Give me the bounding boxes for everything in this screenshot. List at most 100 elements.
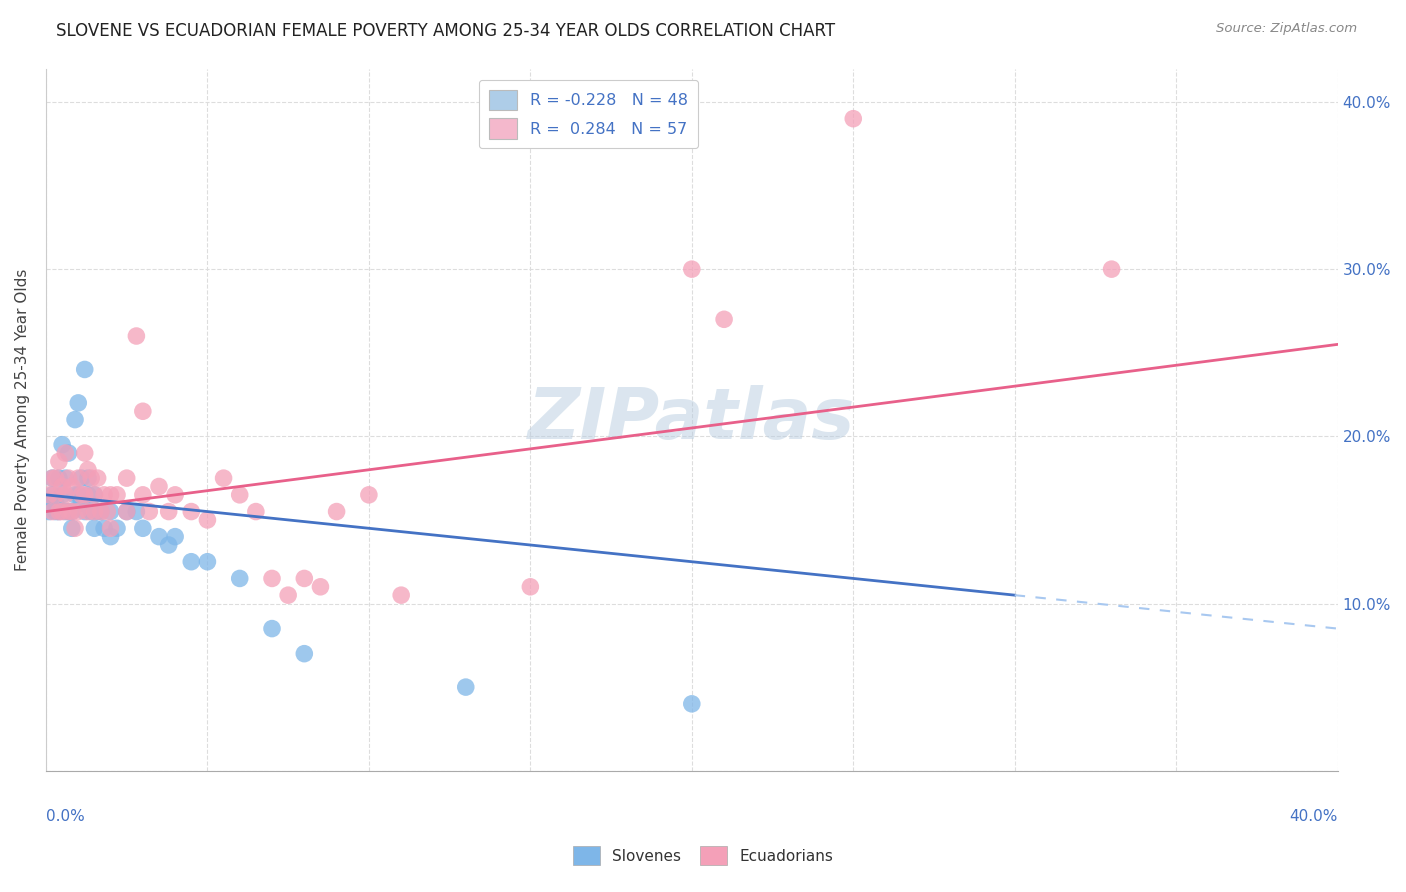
- Point: [53, 505, 76, 519]
- Point: [132, 488, 155, 502]
- Point: [309, 580, 332, 594]
- Point: [60, 479, 83, 493]
- Point: [86, 471, 108, 485]
- Point: [60, 521, 83, 535]
- Text: ZIPatlas: ZIPatlas: [529, 385, 855, 454]
- Point: [53, 471, 76, 485]
- Text: SLOVENE VS ECUADORIAN FEMALE POVERTY AMONG 25-34 YEAR OLDS CORRELATION CHART: SLOVENE VS ECUADORIAN FEMALE POVERTY AMO…: [56, 22, 835, 40]
- Text: 0.0%: 0.0%: [46, 809, 84, 824]
- Point: [713, 312, 735, 326]
- Point: [1101, 262, 1123, 277]
- Point: [125, 505, 148, 519]
- Point: [842, 112, 865, 126]
- Point: [67, 505, 90, 519]
- Point: [67, 488, 90, 502]
- Point: [83, 521, 105, 535]
- Point: [73, 488, 96, 502]
- Point: [80, 471, 103, 485]
- Point: [197, 555, 219, 569]
- Point: [292, 647, 315, 661]
- Point: [228, 488, 250, 502]
- Point: [148, 530, 170, 544]
- Legend: Slovenes, Ecuadorians: Slovenes, Ecuadorians: [567, 840, 839, 871]
- Point: [45, 505, 67, 519]
- Point: [100, 488, 122, 502]
- Point: [73, 362, 96, 376]
- Point: [132, 404, 155, 418]
- Point: [454, 680, 477, 694]
- Point: [83, 488, 105, 502]
- Point: [90, 505, 112, 519]
- Point: [53, 446, 76, 460]
- Point: [325, 505, 347, 519]
- Point: [51, 505, 73, 519]
- Point: [48, 505, 70, 519]
- Point: [93, 521, 115, 535]
- Point: [105, 488, 128, 502]
- Point: [519, 580, 541, 594]
- Point: [165, 530, 187, 544]
- Point: [60, 505, 83, 519]
- Point: [681, 262, 703, 277]
- Point: [138, 505, 160, 519]
- Point: [260, 622, 283, 636]
- Point: [148, 479, 170, 493]
- Point: [70, 471, 93, 485]
- Point: [38, 488, 60, 502]
- Point: [73, 505, 96, 519]
- Point: [45, 488, 67, 502]
- Point: [38, 505, 60, 519]
- Point: [83, 488, 105, 502]
- Point: [157, 538, 180, 552]
- Text: 40.0%: 40.0%: [1289, 809, 1337, 824]
- Point: [157, 505, 180, 519]
- Point: [197, 513, 219, 527]
- Point: [389, 588, 412, 602]
- Point: [100, 505, 122, 519]
- Point: [48, 471, 70, 485]
- Legend: R = -0.228   N = 48, R =  0.284   N = 57: R = -0.228 N = 48, R = 0.284 N = 57: [479, 80, 697, 148]
- Point: [48, 505, 70, 519]
- Point: [70, 496, 93, 510]
- Point: [41, 505, 63, 519]
- Point: [260, 571, 283, 585]
- Point: [58, 505, 80, 519]
- Point: [48, 454, 70, 468]
- Point: [45, 496, 67, 510]
- Point: [67, 471, 90, 485]
- Point: [77, 488, 100, 502]
- Point: [90, 505, 112, 519]
- Point: [180, 505, 202, 519]
- Point: [86, 505, 108, 519]
- Point: [125, 329, 148, 343]
- Point: [63, 488, 86, 502]
- Point: [45, 471, 67, 485]
- Point: [58, 471, 80, 485]
- Point: [38, 496, 60, 510]
- Point: [77, 471, 100, 485]
- Point: [96, 505, 118, 519]
- Point: [132, 521, 155, 535]
- Point: [77, 463, 100, 477]
- Point: [93, 488, 115, 502]
- Point: [212, 471, 235, 485]
- Point: [53, 488, 76, 502]
- Point: [58, 505, 80, 519]
- Point: [41, 488, 63, 502]
- Point: [115, 471, 138, 485]
- Point: [41, 471, 63, 485]
- Point: [63, 412, 86, 426]
- Point: [51, 479, 73, 493]
- Y-axis label: Female Poverty Among 25-34 Year Olds: Female Poverty Among 25-34 Year Olds: [15, 268, 30, 571]
- Point: [165, 488, 187, 502]
- Point: [681, 697, 703, 711]
- Point: [58, 446, 80, 460]
- Point: [70, 488, 93, 502]
- Point: [41, 471, 63, 485]
- Point: [73, 446, 96, 460]
- Point: [115, 505, 138, 519]
- Point: [277, 588, 299, 602]
- Point: [77, 505, 100, 519]
- Point: [63, 521, 86, 535]
- Point: [51, 488, 73, 502]
